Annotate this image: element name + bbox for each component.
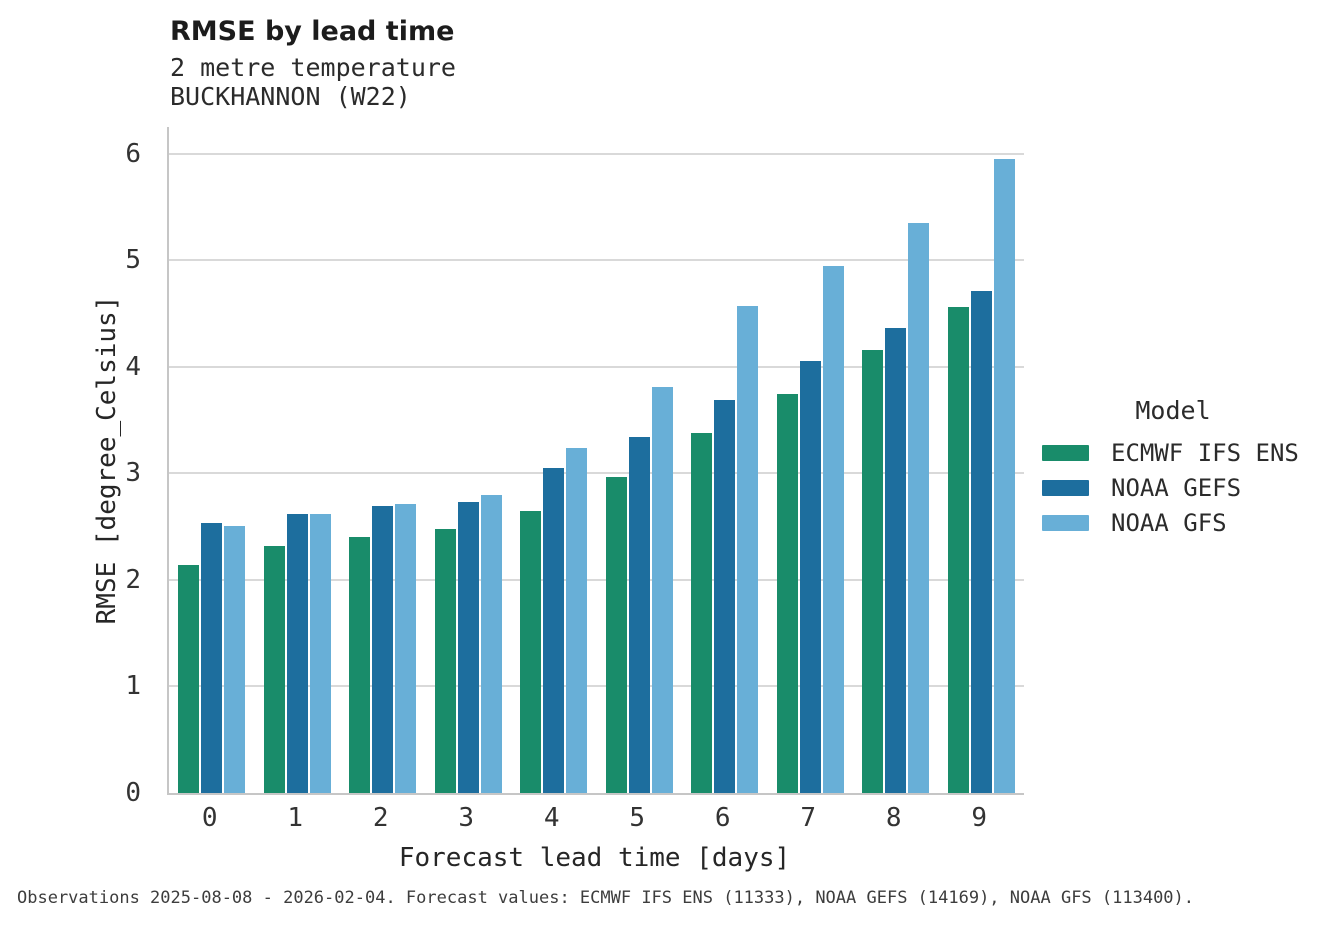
bar-ecmwf-ifs-ens-lead-6 [691, 432, 713, 793]
bar-group-lead-8 [853, 127, 939, 793]
x-axis-title: Forecast lead time [days] [398, 843, 791, 873]
bar-noaa-gfs-lead-2 [395, 504, 417, 793]
gridline-3 [169, 472, 1024, 475]
bar-group-lead-0 [169, 127, 255, 793]
bar-ecmwf-ifs-ens-lead-9 [947, 307, 969, 793]
y-axis-title: RMSE [degree_Celsius] [92, 295, 122, 625]
bar-noaa-gefs-lead-0 [201, 523, 223, 793]
legend-row-gfs: NOAA GFS [1042, 505, 1304, 540]
y-tick-label-2: 2 [125, 564, 141, 595]
legend-label-gfs: NOAA GFS [1111, 508, 1227, 537]
legend-label-gefs: NOAA GEFS [1111, 473, 1242, 502]
bar-group-lead-2 [340, 127, 426, 793]
x-tick-label-9: 9 [971, 803, 988, 833]
x-tick-label-7: 7 [800, 803, 817, 833]
gridline-2 [169, 578, 1024, 581]
y-tick-label-1: 1 [125, 671, 141, 702]
bar-noaa-gefs-lead-3 [457, 502, 479, 793]
bar-noaa-gefs-lead-6 [714, 399, 736, 793]
bar-group-lead-1 [255, 127, 341, 793]
bar-noaa-gefs-lead-1 [286, 513, 308, 793]
bar-noaa-gfs-lead-0 [224, 525, 246, 793]
bar-noaa-gfs-lead-9 [993, 158, 1015, 793]
bar-group-lead-5 [597, 127, 683, 793]
footer-caption: Observations 2025-08-08 - 2026-02-04. Fo… [17, 888, 1195, 908]
legend-row-gefs: NOAA GEFS [1042, 470, 1304, 505]
plot-area [167, 127, 1024, 795]
bar-noaa-gfs-lead-8 [908, 222, 930, 793]
gridline-6 [169, 152, 1024, 155]
x-tick-label-1: 1 [287, 803, 304, 833]
bar-noaa-gfs-lead-5 [651, 387, 673, 793]
bar-noaa-gfs-lead-6 [737, 306, 759, 793]
chart-title: RMSE by lead time [170, 16, 455, 47]
bar-noaa-gefs-lead-9 [970, 291, 992, 793]
legend-row-ecmwf: ECMWF IFS ENS [1042, 435, 1304, 470]
legend-label-ecmwf: ECMWF IFS ENS [1111, 438, 1299, 467]
y-tick-label-6: 6 [125, 138, 141, 169]
bar-group-lead-6 [682, 127, 768, 793]
plot-wrap: 0 1 2 3 4 5 6 0 1 2 3 4 5 6 7 8 9 Forecast lead time [d… [125, 127, 1024, 873]
gridline-1 [169, 685, 1024, 688]
legend: Model ECMWF IFS ENS NOAA GEFS NOAA GFS [1042, 395, 1304, 540]
bar-noaa-gfs-lead-4 [566, 447, 588, 793]
bar-group-lead-4 [511, 127, 597, 793]
x-tick-label-6: 6 [714, 803, 731, 833]
y-tick-label-3: 3 [125, 458, 141, 489]
x-tick-label-3: 3 [458, 803, 475, 833]
x-tick-label-8: 8 [885, 803, 902, 833]
subtitle-station: BUCKHANNON (W22) [170, 82, 411, 111]
legend-title: Model [1135, 396, 1211, 425]
legend-swatch-gefs [1042, 479, 1089, 496]
bar-noaa-gefs-lead-2 [372, 506, 394, 793]
legend-swatch-gfs [1042, 514, 1089, 531]
bar-ecmwf-ifs-ens-lead-5 [605, 476, 627, 793]
gridline-4 [169, 365, 1024, 368]
bar-noaa-gefs-lead-4 [543, 468, 565, 793]
bar-noaa-gfs-lead-7 [822, 265, 844, 793]
y-tick-label-5: 5 [125, 245, 141, 276]
chart-header: RMSE by lead time 2 metre temperature BU… [170, 16, 456, 111]
subtitle-variable: 2 metre temperature [170, 53, 456, 82]
bar-noaa-gfs-lead-3 [480, 494, 502, 793]
y-axis-tick-labels: 0 1 2 3 4 5 6 [89, 127, 153, 806]
bar-noaa-gefs-lead-5 [628, 437, 650, 793]
x-tick-label-0: 0 [201, 803, 218, 833]
bar-ecmwf-ifs-ens-lead-1 [263, 545, 285, 793]
bar-ecmwf-ifs-ens-lead-4 [520, 510, 542, 793]
bar-groups [169, 127, 1024, 793]
x-tick-label-4: 4 [543, 803, 560, 833]
bar-ecmwf-ifs-ens-lead-2 [349, 537, 371, 793]
gridline-5 [169, 259, 1024, 262]
bar-ecmwf-ifs-ens-lead-8 [862, 349, 884, 793]
bar-ecmwf-ifs-ens-lead-0 [178, 564, 200, 793]
bar-noaa-gfs-lead-1 [309, 513, 331, 793]
bar-group-lead-3 [426, 127, 512, 793]
bar-group-lead-9 [939, 127, 1025, 793]
bar-noaa-gefs-lead-7 [799, 361, 821, 793]
bar-noaa-gefs-lead-8 [885, 328, 907, 793]
bar-ecmwf-ifs-ens-lead-3 [434, 528, 456, 793]
bar-ecmwf-ifs-ens-lead-7 [776, 394, 798, 793]
x-tick-label-5: 5 [629, 803, 646, 833]
chart-subtitle: 2 metre temperature BUCKHANNON (W22) [170, 53, 456, 111]
x-tick-label-2: 2 [372, 803, 389, 833]
bar-group-lead-7 [768, 127, 854, 793]
y-tick-label-4: 4 [125, 351, 141, 382]
y-tick-label-0: 0 [125, 778, 141, 808]
legend-swatch-ecmwf [1042, 444, 1089, 461]
x-axis-tick-labels: 0 1 2 3 4 5 6 7 8 9 [167, 803, 1022, 833]
